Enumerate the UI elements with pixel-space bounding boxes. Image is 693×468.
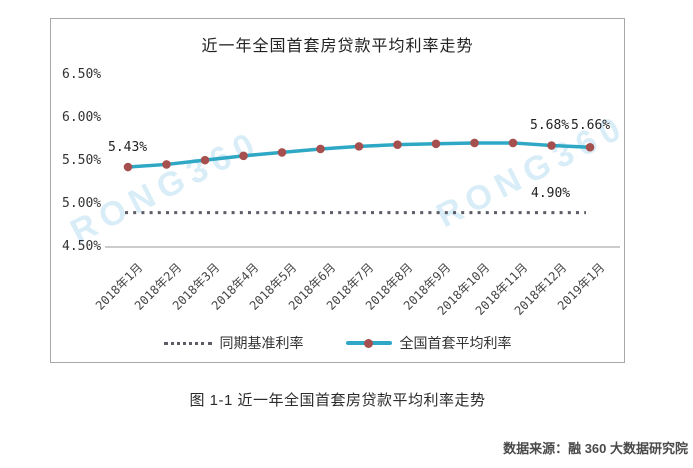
- y-axis-tick-label: 6.00%: [62, 110, 102, 125]
- data-point-marker: [431, 139, 441, 149]
- legend-item-benchmark: 同期基准利率: [163, 333, 304, 353]
- data-label-jan-point: 5.66%: [571, 118, 611, 133]
- figure-caption: 图 1-1 近一年全国首套房贷款平均利率走势: [189, 392, 486, 409]
- data-point-marker: [277, 148, 287, 157]
- data-point-marker: [123, 162, 133, 172]
- legend-item-average: 全国首套平均利率: [345, 333, 512, 353]
- marker-dot-icon: [364, 338, 373, 348]
- data-point-marker: [239, 151, 248, 161]
- chart-title: 近一年全国首套房贷款平均利率走势: [201, 38, 474, 55]
- data-point-marker: [585, 142, 595, 152]
- y-axis-tick-label: 5.50%: [62, 153, 102, 168]
- legend: 同期基准利率 全国首套平均利率: [50, 333, 625, 353]
- legend-label-benchmark: 同期基准利率: [219, 335, 304, 351]
- line-marker-swatch-icon: [345, 338, 392, 348]
- data-point-marker: [547, 141, 556, 150]
- data-label-benchmark: 4.90%: [531, 186, 571, 201]
- data-point-marker: [393, 140, 402, 149]
- chart-panel: [50, 18, 625, 363]
- data-point-marker: [508, 138, 518, 148]
- y-axis-tick-label: 6.50%: [62, 67, 102, 82]
- data-point-marker: [470, 138, 479, 148]
- data-source: 数据来源：融 360 大数据研究院: [503, 441, 688, 456]
- data-label-first-point: 5.43%: [108, 140, 148, 155]
- data-point-marker: [162, 160, 171, 169]
- legend-label-average: 全国首套平均利率: [399, 335, 512, 351]
- y-axis-tick-label: 4.50%: [62, 239, 102, 254]
- data-label-dec-point: 5.68%: [530, 118, 570, 133]
- data-point-marker: [200, 155, 210, 165]
- y-axis-tick-label: 5.00%: [62, 196, 102, 211]
- dotted-line-swatch-icon: [163, 341, 212, 345]
- data-point-marker: [316, 144, 325, 154]
- data-point-marker: [354, 142, 364, 151]
